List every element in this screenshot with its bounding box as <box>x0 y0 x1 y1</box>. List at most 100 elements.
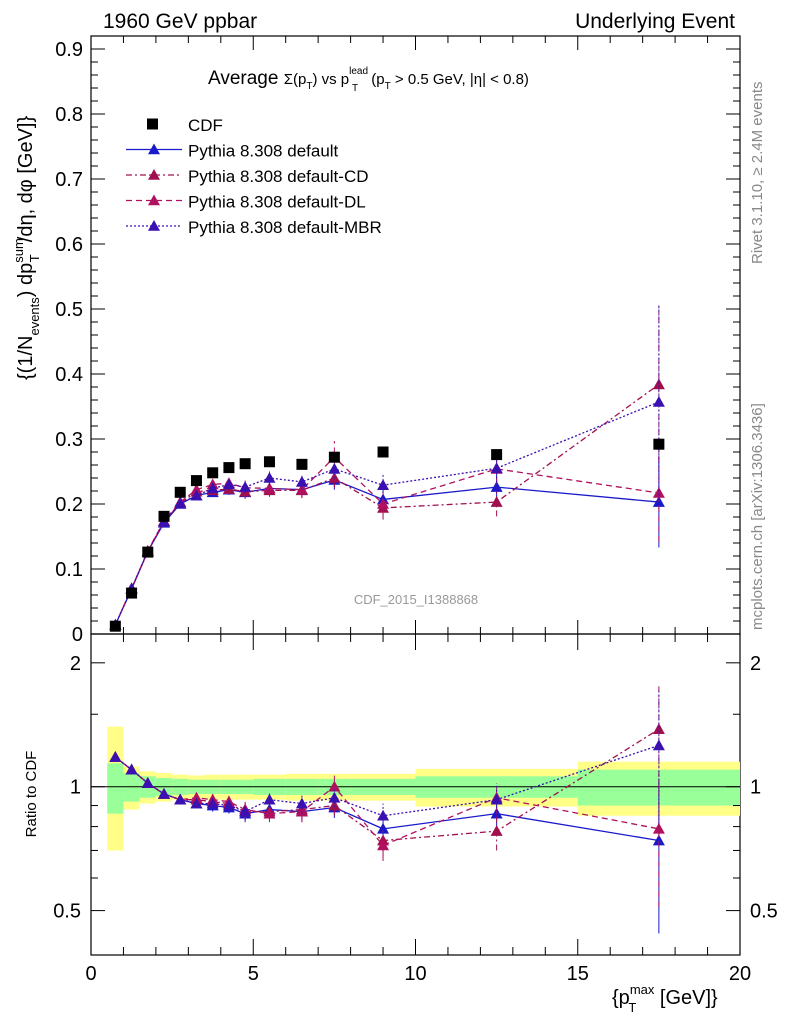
main-data-point <box>174 486 186 498</box>
ratio-ytick-label-left-0: 0.5 <box>53 901 81 923</box>
ratio-point-series-3 <box>109 751 122 762</box>
main-data-point <box>142 546 154 558</box>
ratio-point-series-3 <box>328 791 341 803</box>
main-point-series-3 <box>174 497 187 509</box>
main-data-point <box>207 467 219 479</box>
ratio-axes: 0.5 0.51 12 20 5 10 15 20 <box>53 634 778 985</box>
ylabel-part-e: T <box>27 254 42 262</box>
xlabel-part-b: max <box>630 982 655 997</box>
title-part-e: lead <box>349 66 368 77</box>
main-data-point <box>653 438 665 450</box>
ratio-point-series-3 <box>206 797 219 809</box>
title-part-g: (p <box>367 71 385 88</box>
main-point-series-3 <box>190 489 203 501</box>
main-point-series-2 <box>652 486 665 498</box>
x-axis-label: {pmax T [GeV]} <box>612 982 718 1015</box>
ratio-point-series-3 <box>190 797 203 809</box>
ratio-ytick-label-right-2: 2 <box>750 653 761 675</box>
ratio-point-series-2 <box>295 805 308 817</box>
main-data-point <box>296 458 308 470</box>
ratio-ytick-label-right-1: 1 <box>750 777 761 799</box>
ratio-point-series-3 <box>125 763 138 775</box>
ylabel-part-c: ) dp <box>15 263 37 297</box>
ratio-point-series-2 <box>263 807 276 819</box>
ylabel-part-a: {(1/N <box>15 336 37 380</box>
ratio-ytick-label-right-0: 0.5 <box>750 901 778 923</box>
main-y-axis-label: {(1/Nevents) dpsumT/dη, dφ [GeV]} <box>11 116 42 380</box>
main-point-series-3 <box>295 475 308 487</box>
ratio-point-series-3 <box>239 805 252 817</box>
main-point-series-3 <box>263 472 276 483</box>
title-part-h: T <box>385 81 391 92</box>
ratio-y-axis-label: Ratio to CDF <box>23 751 40 838</box>
ratio-point-series-3 <box>222 799 235 811</box>
title-part-b: Σ(p <box>284 71 307 88</box>
main-point-series-1 <box>652 378 665 390</box>
main-title: Average Σ(pT) vs plead T (pT > 0.5 GeV, |… <box>208 66 529 94</box>
main-data-point <box>109 620 121 632</box>
legend-marker-3 <box>148 220 160 231</box>
main-ytick-label-0: 0 <box>72 624 83 646</box>
ratio-line-series-3 <box>114 744 660 817</box>
legend-marker-2 <box>148 194 160 206</box>
title-part-c: T <box>306 81 312 92</box>
ratio-point-series-3 <box>490 793 503 805</box>
title-part-i: > 0.5 GeV, |η| < 0.8) <box>391 71 529 88</box>
ratio-point-series-1 <box>652 723 665 734</box>
ratio-point-series-3 <box>652 739 665 751</box>
ratio-point-series-2 <box>190 791 203 803</box>
main-line-series-1 <box>114 383 660 626</box>
main-axes: 0 0.1 0.2 0.3 0.4 0.5 0.6 0.7 0.8 0.9 <box>55 36 741 646</box>
main-data-point <box>190 475 202 487</box>
main-data-point <box>377 446 389 458</box>
ratio-point-series-1 <box>490 825 503 836</box>
ratio-point-series-3 <box>141 777 154 788</box>
ratio-ytick-label-left-1: 1 <box>70 777 81 799</box>
ylabel-part-b: events <box>27 297 42 336</box>
legend-label-2: Pythia 8.308 default-DL <box>188 193 366 212</box>
main-data-point <box>239 458 251 470</box>
x-tick-label-0: 0 <box>85 963 96 985</box>
main-point-series-2 <box>190 483 203 495</box>
ylabel-part-d: sum <box>11 238 26 263</box>
main-point-series-2 <box>263 482 276 494</box>
band-inner-1 <box>123 772 140 802</box>
ratio-point-series-3 <box>174 793 187 805</box>
xlabel-part-c: T <box>628 1000 636 1015</box>
main-data-point <box>158 510 170 522</box>
ratio-point-series-3 <box>377 809 390 821</box>
mcplots-label: mcplots.cern.ch [arXiv:1306.3436] <box>749 403 766 630</box>
ratio-point-series-2 <box>377 839 390 851</box>
main-point-series-3 <box>652 395 665 407</box>
band-inner-0 <box>107 763 124 814</box>
legend-label-0: Pythia 8.308 default <box>188 142 339 161</box>
ratio-point-series-1 <box>328 799 341 811</box>
title-part-f: T <box>352 83 358 94</box>
legend-data-label: CDF <box>188 116 223 135</box>
ratio-point-series-3 <box>158 788 171 799</box>
x-tick-label-3: 15 <box>567 963 589 985</box>
rivet-label: Rivet 3.1.10, ≥ 2.4M events <box>749 82 766 265</box>
main-data-point <box>126 587 138 599</box>
title-part-a: Average <box>208 68 284 89</box>
xlabel-part-d: [GeV]} <box>654 987 718 1009</box>
main-point-series-2 <box>377 498 390 509</box>
main-point-series-3 <box>206 482 219 494</box>
main-series <box>109 304 665 632</box>
main-data-point <box>328 451 340 463</box>
main-ytick-label-7: 0.7 <box>55 169 83 191</box>
legend-label-3: Pythia 8.308 default-MBR <box>188 218 382 237</box>
main-ytick-label-2: 0.2 <box>55 494 83 516</box>
main-ytick-label-4: 0.4 <box>55 364 83 386</box>
main-point-series-3 <box>490 462 503 474</box>
main-point-series-0 <box>490 481 503 492</box>
legend-label-1: Pythia 8.308 default-CD <box>188 167 369 186</box>
main-data-point <box>223 462 235 474</box>
ratio-point-series-2 <box>652 822 665 834</box>
legend-marker-1 <box>148 169 160 180</box>
header-left: 1960 GeV ppbar <box>103 10 257 33</box>
main-point-series-3 <box>328 462 341 474</box>
xlabel-part-a: {p <box>612 987 630 1009</box>
